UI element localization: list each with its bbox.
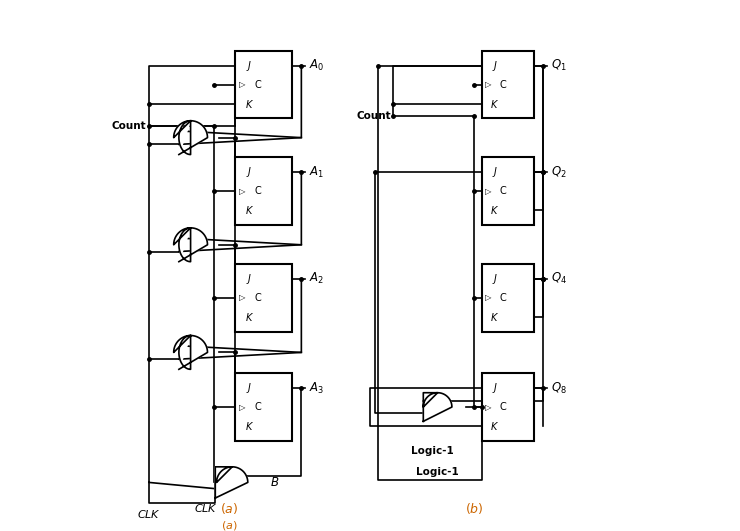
Text: $J$: $J$ <box>491 58 498 73</box>
Text: C: C <box>255 186 261 196</box>
Bar <box>235 264 292 332</box>
Text: $B$: $B$ <box>270 476 279 489</box>
Text: $A_0$: $A_0$ <box>309 58 324 73</box>
Bar <box>482 264 534 332</box>
Text: $CLK$: $CLK$ <box>137 509 161 520</box>
Polygon shape <box>174 228 207 262</box>
Text: $J$: $J$ <box>246 165 252 179</box>
Bar <box>235 51 292 118</box>
Text: $(b)$: $(b)$ <box>465 501 483 516</box>
Bar <box>482 51 534 118</box>
Text: $CLK$: $CLK$ <box>194 502 218 515</box>
Text: $\triangleright$: $\triangleright$ <box>485 79 493 90</box>
Text: $Q_1$: $Q_1$ <box>551 58 567 73</box>
Text: $\triangleright$: $\triangleright$ <box>238 79 246 90</box>
Text: C: C <box>500 402 506 412</box>
Text: Count: Count <box>356 111 391 121</box>
Text: $J$: $J$ <box>246 58 252 73</box>
Text: $K$: $K$ <box>244 420 254 432</box>
Bar <box>482 157 534 225</box>
Text: $(a)$: $(a)$ <box>221 501 239 516</box>
Text: $J$: $J$ <box>491 165 498 179</box>
Text: $A_3$: $A_3$ <box>309 381 324 396</box>
Text: $\triangleright$: $\triangleright$ <box>238 401 246 413</box>
Text: $K$: $K$ <box>491 98 500 109</box>
Text: C: C <box>500 293 506 303</box>
Bar <box>482 373 534 441</box>
Text: $Q_8$: $Q_8$ <box>551 381 567 396</box>
Text: $\triangleright$: $\triangleright$ <box>485 186 493 196</box>
Text: $A_2$: $A_2$ <box>309 271 324 286</box>
Bar <box>235 157 292 225</box>
Text: $K$: $K$ <box>244 204 254 216</box>
Text: C: C <box>255 402 261 412</box>
Text: Count: Count <box>112 121 147 131</box>
Text: $K$: $K$ <box>244 311 254 323</box>
Text: C: C <box>255 293 261 303</box>
Text: $J$: $J$ <box>246 272 252 286</box>
Text: $K$: $K$ <box>491 311 500 323</box>
Text: C: C <box>255 80 261 90</box>
Text: $A_1$: $A_1$ <box>309 165 324 180</box>
Text: $\triangleright$: $\triangleright$ <box>485 293 493 303</box>
Text: $K$: $K$ <box>491 420 500 432</box>
Text: Logic-1: Logic-1 <box>416 467 459 477</box>
Polygon shape <box>215 467 248 498</box>
Text: C: C <box>500 80 506 90</box>
Bar <box>235 373 292 441</box>
Text: $K$: $K$ <box>491 204 500 216</box>
Polygon shape <box>423 393 452 421</box>
Text: $Q_2$: $Q_2$ <box>551 165 567 180</box>
Text: $\triangleright$: $\triangleright$ <box>485 401 493 413</box>
Text: C: C <box>500 186 506 196</box>
Polygon shape <box>174 336 207 370</box>
Text: $\triangleright$: $\triangleright$ <box>238 293 246 303</box>
Text: $Q_4$: $Q_4$ <box>551 271 567 286</box>
Text: $J$: $J$ <box>246 381 252 395</box>
Text: $J$: $J$ <box>491 272 498 286</box>
Text: Logic-1: Logic-1 <box>411 446 454 456</box>
Text: $K$: $K$ <box>244 98 254 109</box>
Polygon shape <box>174 121 207 155</box>
Text: $J$: $J$ <box>491 381 498 395</box>
Text: $\triangleright$: $\triangleright$ <box>238 186 246 196</box>
Text: $(a)$: $(a)$ <box>221 519 238 531</box>
